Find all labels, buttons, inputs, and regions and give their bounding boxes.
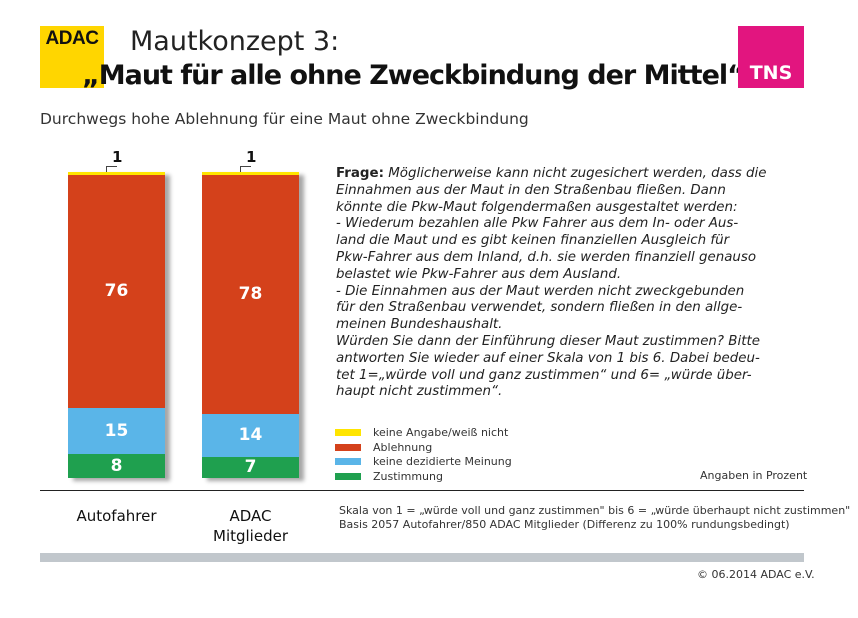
legend-item: Zustimmung: [335, 470, 443, 483]
label-leader: [106, 166, 117, 175]
divider: [40, 490, 804, 491]
unit-note: Angaben in Prozent: [700, 469, 808, 482]
category-label: Autofahrer: [76, 507, 157, 525]
data-label: 15: [104, 420, 129, 441]
footer-bar: [40, 553, 804, 562]
title-line1: Mautkonzept 3:: [130, 26, 340, 57]
question-label: Frage:: [336, 166, 384, 181]
bar-segment: 15: [68, 407, 165, 454]
legend-swatch: [335, 472, 361, 480]
subtitle: Durchwegs hohe Ablehnung für eine Maut o…: [40, 110, 529, 128]
label-leader: [240, 166, 251, 175]
legend-swatch: [335, 443, 361, 451]
data-label: 1: [112, 148, 123, 166]
bar-1: 7 14 78: [202, 172, 299, 478]
data-label: 1: [246, 148, 257, 166]
data-label: 7: [244, 457, 257, 478]
bar-segment: 76: [68, 175, 165, 408]
copyright: © 06.2014 ADAC e.V.: [697, 568, 815, 581]
data-label: 76: [104, 281, 129, 302]
category-label: ADAC Mitglieder: [213, 507, 288, 545]
tns-logo: TNS: [738, 26, 804, 88]
legend-item: Ablehnung: [335, 441, 432, 454]
bar-0: 8 15 76: [68, 172, 165, 478]
bar-segment: [68, 172, 165, 176]
scale-note: Skala von 1 = „würde voll und ganz zusti…: [339, 504, 851, 517]
bar-segment: 8: [68, 453, 165, 478]
legend-label: keine Angabe/weiß nicht: [373, 426, 509, 439]
bar-segment: 14: [202, 413, 299, 457]
data-label: 78: [238, 284, 263, 305]
question-body: Möglicherweise kann nicht zugesichert we…: [336, 166, 767, 400]
data-label: 8: [110, 455, 123, 476]
legend-item: keine Angabe/weiß nicht: [335, 426, 508, 439]
bar-segment: 78: [202, 175, 299, 414]
data-label: 14: [238, 425, 263, 446]
basis-note: Basis 2057 Autofahrer/850 ADAC Mitgliede…: [339, 518, 790, 531]
title-line2: „Maut für alle ohne Zweckbindung der Mit…: [82, 60, 745, 91]
legend-swatch: [335, 458, 361, 465]
legend-item: keine dezidierte Meinung: [335, 455, 512, 468]
question-text: Frage: Möglicherweise kann nicht zugesic…: [336, 166, 806, 401]
legend-label: Ablehnung: [373, 440, 433, 454]
legend-swatch: [335, 429, 361, 436]
legend-label: keine dezidierte Meinung: [373, 455, 512, 468]
bar-segment: [202, 172, 299, 176]
bar-segment: 7: [202, 456, 299, 478]
legend-label: Zustimmung: [373, 469, 443, 483]
adac-logo: ADAC: [40, 26, 104, 88]
